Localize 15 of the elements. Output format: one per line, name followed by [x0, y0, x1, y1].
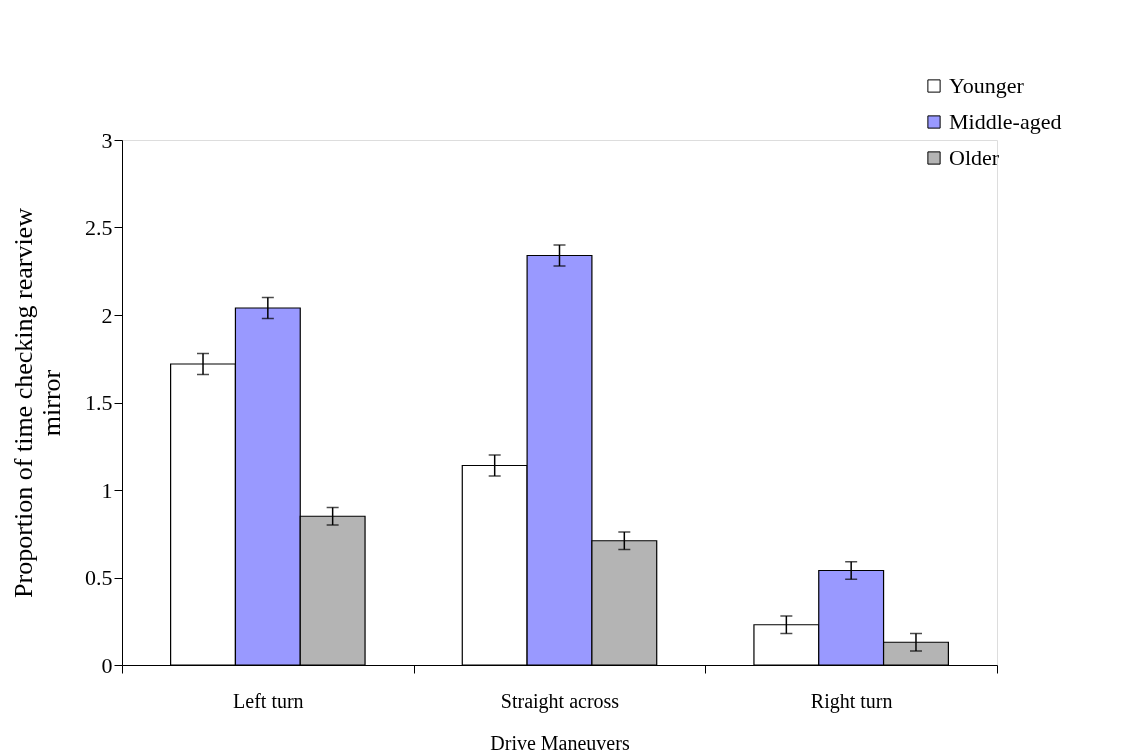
x-tick-label: Straight across	[500, 689, 620, 713]
legend-label: Middle-aged	[949, 109, 1062, 134]
legend-label: Younger	[949, 73, 1025, 98]
y-tick-label: 2	[101, 302, 113, 328]
y-axis-title: Proportion of time checking rearview mirror	[9, 207, 66, 598]
y-tick-label: 1.5	[85, 390, 113, 415]
legend-label: Older	[949, 145, 1000, 170]
x-tick-label: Right turn	[810, 689, 893, 713]
y-tick-label: 0.5	[85, 565, 113, 590]
y-tick-label: 2.5	[85, 215, 113, 240]
y-tick-label: 3	[101, 127, 113, 153]
y-tick-label: 0	[101, 652, 113, 678]
x-tick-label: Left turn	[233, 689, 304, 712]
y-tick-label: 1	[101, 477, 113, 503]
x-axis-title: Drive Maneuvers	[490, 731, 630, 754]
